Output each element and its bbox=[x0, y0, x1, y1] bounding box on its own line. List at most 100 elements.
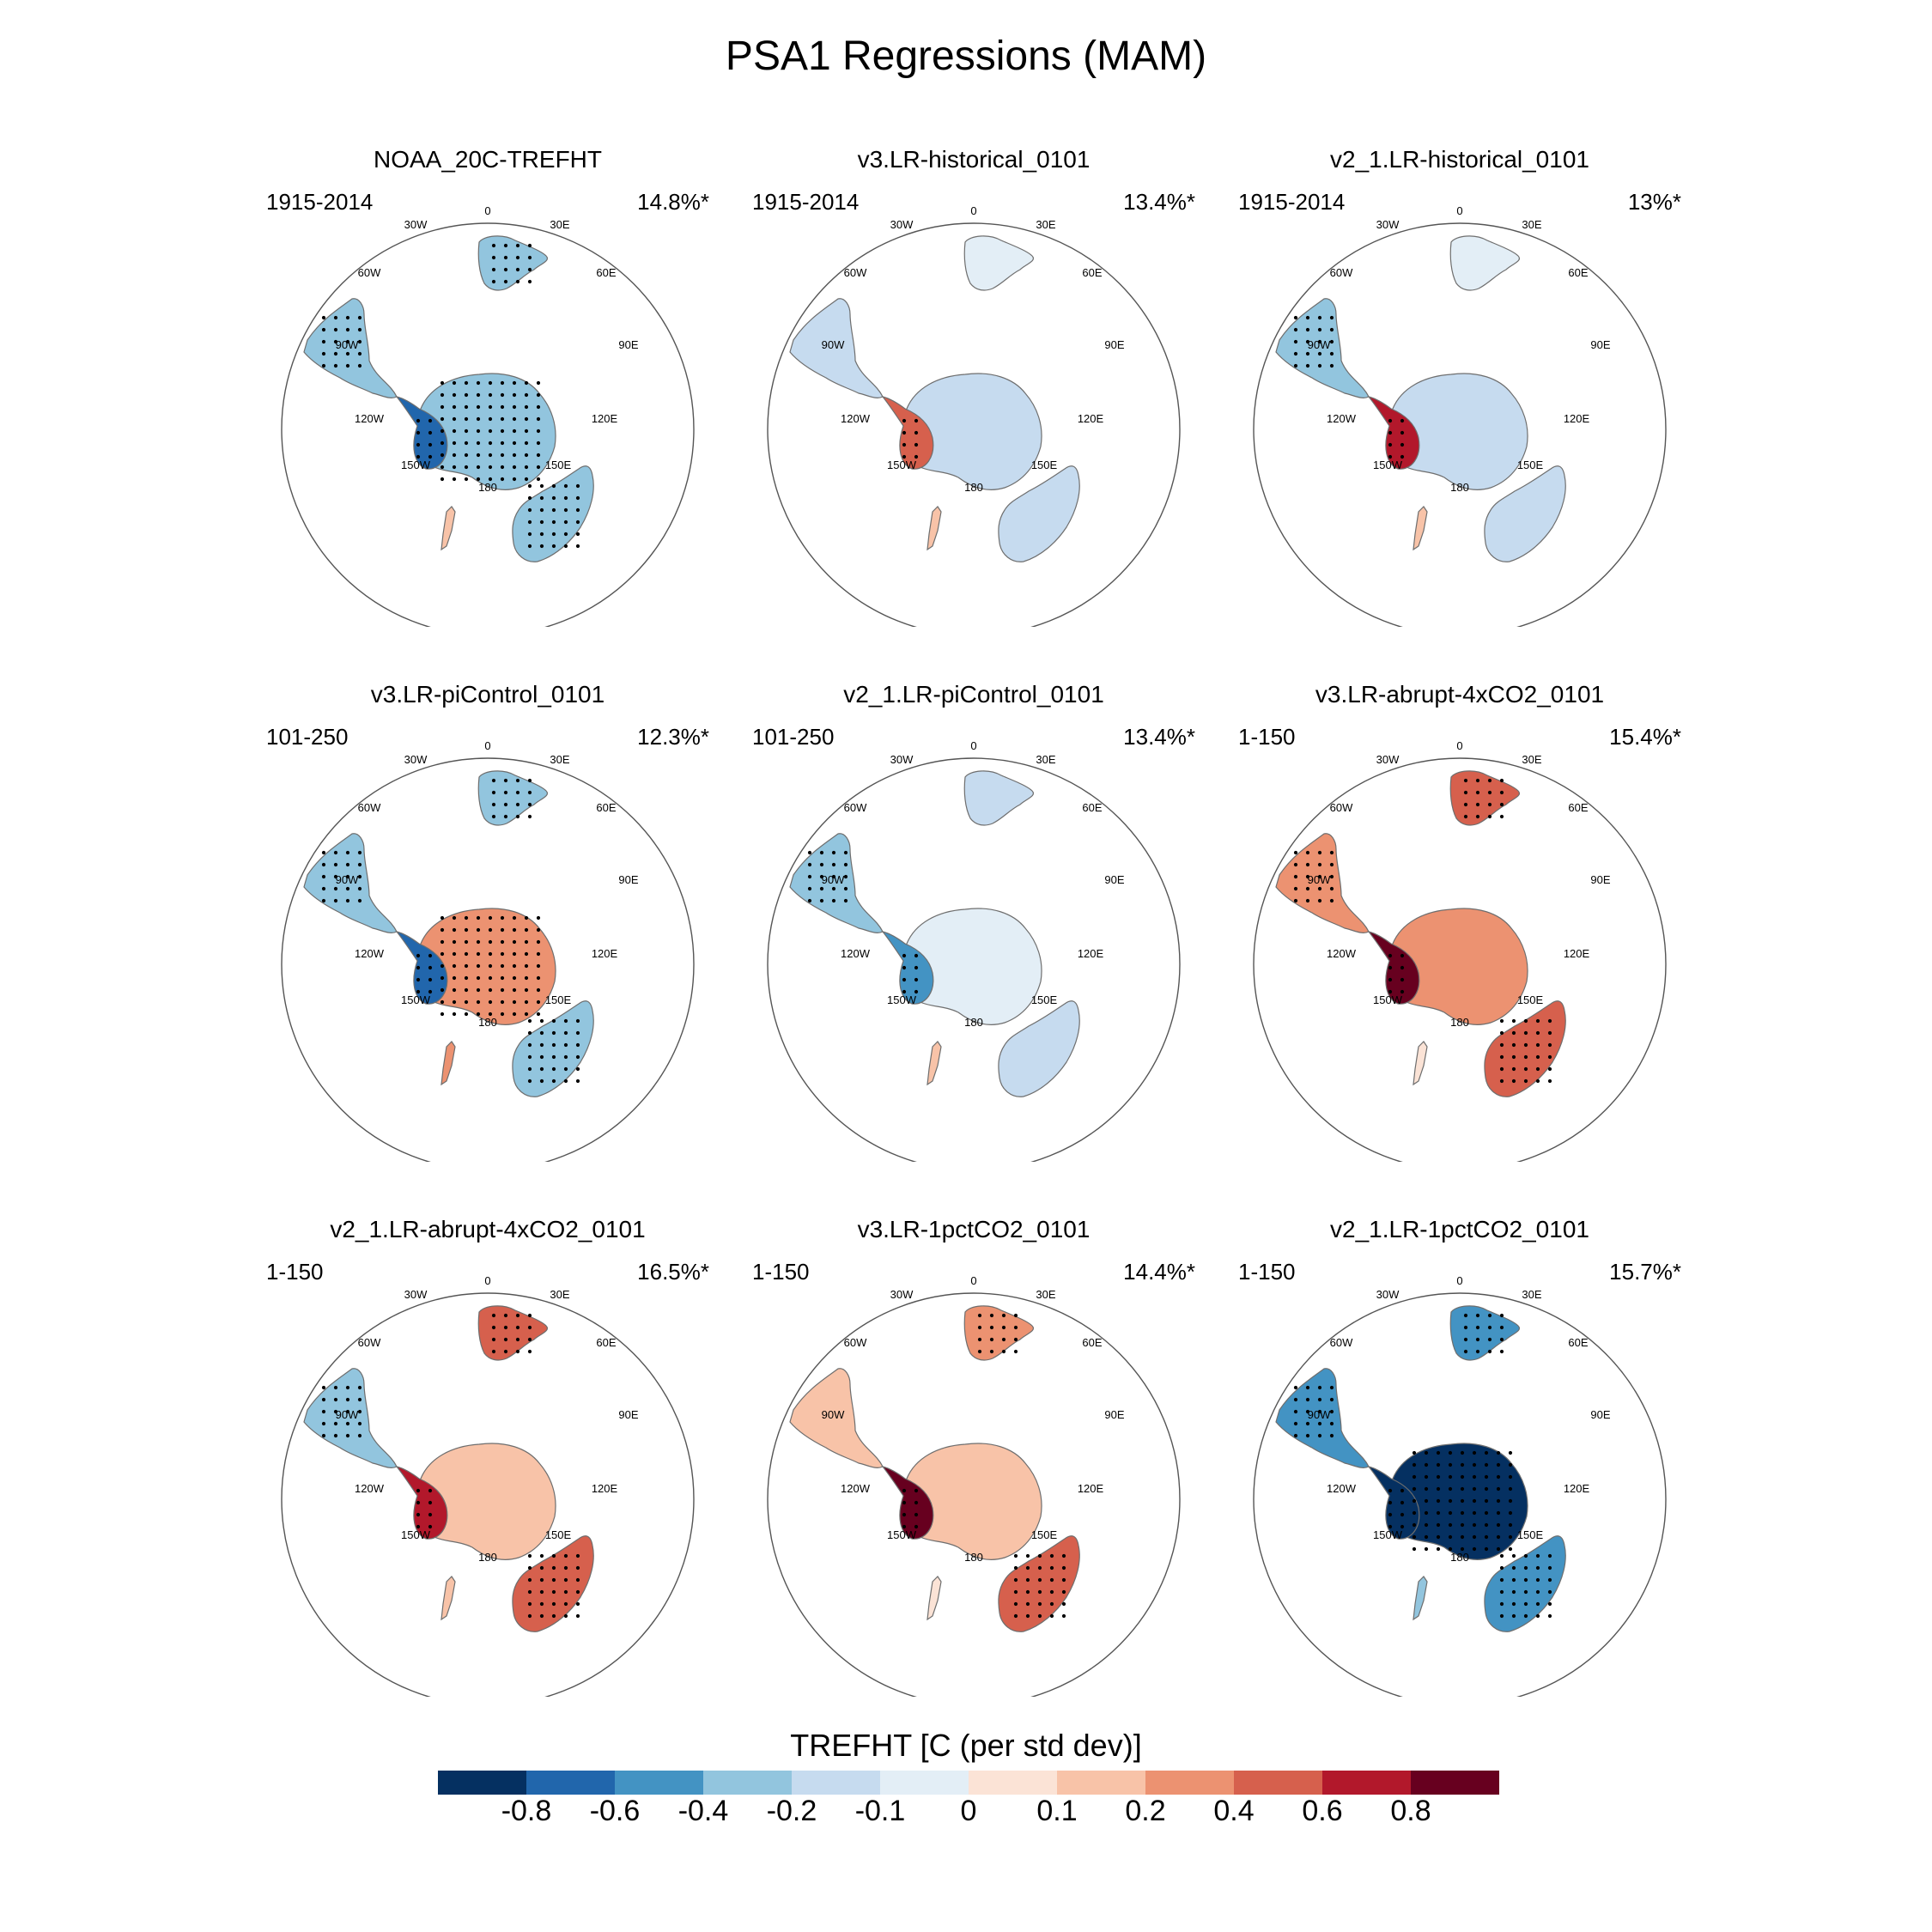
longitude-label: 30W bbox=[404, 753, 428, 766]
colorbar-segment bbox=[1322, 1771, 1412, 1795]
stipple-australia bbox=[1499, 1553, 1552, 1619]
map-boundary-circle bbox=[767, 222, 1181, 627]
region-africa bbox=[477, 1305, 548, 1361]
map-boundary-circle bbox=[767, 1292, 1181, 1697]
stipple-australia bbox=[527, 1553, 580, 1619]
longitude-label: 150W bbox=[1373, 1528, 1403, 1541]
longitude-label: 150E bbox=[545, 459, 572, 471]
stipple-antarctica bbox=[440, 380, 541, 482]
longitude-label: 120W bbox=[1327, 1482, 1357, 1495]
colorbar-segment bbox=[526, 1771, 616, 1795]
panel-period: 1915-2014 bbox=[266, 189, 374, 215]
longitude-label: 120E bbox=[1564, 1482, 1590, 1495]
longitude-label: 90E bbox=[618, 873, 638, 886]
panel-period: 1-150 bbox=[266, 1259, 324, 1285]
longitude-label: 90E bbox=[1104, 873, 1124, 886]
region-australia bbox=[998, 465, 1080, 562]
colorbar-segment bbox=[1145, 1771, 1235, 1795]
map-boundary-circle bbox=[281, 222, 695, 627]
region-south-america bbox=[1275, 833, 1370, 933]
panel-variance-percent: 13%* bbox=[1627, 189, 1681, 215]
stipple-antarctic-peninsula bbox=[1388, 1488, 1405, 1529]
stipple-south-america bbox=[807, 850, 848, 903]
stipple-antarctic-peninsula bbox=[1388, 418, 1405, 459]
longitude-label: 0 bbox=[484, 204, 490, 217]
panel-variance-percent: 13.4%* bbox=[1123, 189, 1195, 215]
stipple-africa bbox=[491, 778, 532, 819]
colorbar-tick-label: -0.2 bbox=[766, 1795, 817, 1827]
longitude-label: 30W bbox=[890, 218, 914, 231]
region-australia bbox=[512, 465, 594, 562]
region-africa bbox=[1449, 1305, 1520, 1361]
panel-period: 101-250 bbox=[752, 724, 835, 750]
longitude-label: 150E bbox=[1517, 993, 1544, 1006]
longitude-label: 120E bbox=[1564, 947, 1590, 960]
panel-variance-percent: 14.4%* bbox=[1123, 1259, 1195, 1285]
polar-map: 0 30E 60E 90E 120E 150E 180 150W 120W 90W 60W 30W bbox=[281, 204, 695, 627]
stipple-australia bbox=[1013, 1553, 1066, 1619]
panel-variance-percent: 16.5%* bbox=[637, 1259, 709, 1285]
region-antarctic-peninsula bbox=[395, 395, 448, 470]
longitude-label: 60W bbox=[1330, 266, 1353, 279]
region-antarctica bbox=[416, 908, 556, 1025]
longitude-label: 60W bbox=[1330, 801, 1353, 814]
polar-map: 0 30E 60E 90E 120E 150E 180 150W 120W 90W 60W 30W bbox=[767, 204, 1181, 627]
colorbar-tick-label: -0.6 bbox=[589, 1795, 641, 1827]
longitude-label: 180 bbox=[964, 1016, 983, 1029]
panel-variance-percent: 15.7%* bbox=[1609, 1259, 1681, 1285]
longitude-label: 90W bbox=[336, 338, 359, 351]
longitude-label: 0 bbox=[1456, 1274, 1462, 1287]
longitude-label: 60E bbox=[1082, 266, 1102, 279]
longitude-label: 180 bbox=[478, 1551, 497, 1564]
longitude-label: 0 bbox=[970, 204, 976, 217]
longitude-label: 150W bbox=[887, 1528, 917, 1541]
longitude-label: 30E bbox=[1036, 753, 1055, 766]
region-new-zealand bbox=[440, 506, 456, 551]
longitude-label: 120W bbox=[355, 947, 385, 960]
longitude-label: 30E bbox=[1522, 218, 1541, 231]
longitude-label: 150W bbox=[401, 459, 431, 471]
longitude-label: 120E bbox=[1078, 1482, 1104, 1495]
panel-title: v2_1.LR-piControl_0101 bbox=[843, 681, 1104, 708]
map-boundary-circle bbox=[1253, 1292, 1667, 1697]
region-new-zealand bbox=[440, 1576, 456, 1621]
region-africa bbox=[1449, 235, 1520, 291]
longitude-label: 90E bbox=[618, 1408, 638, 1421]
region-antarctica bbox=[902, 373, 1042, 490]
longitude-label: 60W bbox=[844, 266, 867, 279]
map-panel: 0 30E 60E 90E 120E 150E 180 150W 120W 90W 60W 30W v2… bbox=[1194, 146, 1726, 627]
colorbar-segment bbox=[969, 1771, 1058, 1795]
colorbar-segment bbox=[1411, 1771, 1499, 1795]
polar-map: 0 30E 60E 90E 120E 150E 180 150W 120W 90W 60W 30W bbox=[281, 739, 695, 1162]
longitude-label: 90W bbox=[1308, 338, 1331, 351]
colorbar-segment bbox=[1057, 1771, 1146, 1795]
longitude-label: 90E bbox=[618, 338, 638, 351]
region-new-zealand bbox=[1413, 506, 1428, 551]
longitude-label: 90E bbox=[1104, 338, 1124, 351]
longitude-label: 120W bbox=[841, 412, 871, 425]
panel-title: v3.LR-abrupt-4xCO2_0101 bbox=[1315, 681, 1605, 708]
region-south-america bbox=[303, 1368, 398, 1468]
region-south-america bbox=[303, 298, 398, 398]
longitude-label: 30E bbox=[550, 218, 569, 231]
longitude-label: 120W bbox=[355, 412, 385, 425]
panel-title: v2_1.LR-1pctCO2_0101 bbox=[1330, 1216, 1589, 1242]
longitude-label: 150E bbox=[1031, 1528, 1058, 1541]
polar-map: 0 30E 60E 90E 120E 150E 180 150W 120W 90W 60W 30W bbox=[1253, 739, 1667, 1162]
longitude-label: 150W bbox=[1373, 993, 1403, 1006]
longitude-label: 30W bbox=[404, 1288, 428, 1301]
colorbar-tick-label: 0.6 bbox=[1302, 1795, 1343, 1827]
region-south-america bbox=[1275, 1368, 1370, 1468]
longitude-label: 90W bbox=[336, 1408, 359, 1421]
stipple-australia bbox=[1499, 1018, 1552, 1084]
longitude-label: 90E bbox=[1590, 338, 1610, 351]
stipple-south-america bbox=[321, 850, 362, 903]
longitude-label: 30E bbox=[1522, 1288, 1541, 1301]
region-south-america bbox=[789, 833, 884, 933]
longitude-label: 90W bbox=[822, 1408, 845, 1421]
longitude-label: 150W bbox=[401, 993, 431, 1006]
stipple-antarctic-peninsula bbox=[1388, 953, 1405, 994]
map-boundary-circle bbox=[1253, 757, 1667, 1162]
colorbar-tick-label: -0.4 bbox=[677, 1795, 729, 1827]
colorbar-segment bbox=[703, 1771, 793, 1795]
